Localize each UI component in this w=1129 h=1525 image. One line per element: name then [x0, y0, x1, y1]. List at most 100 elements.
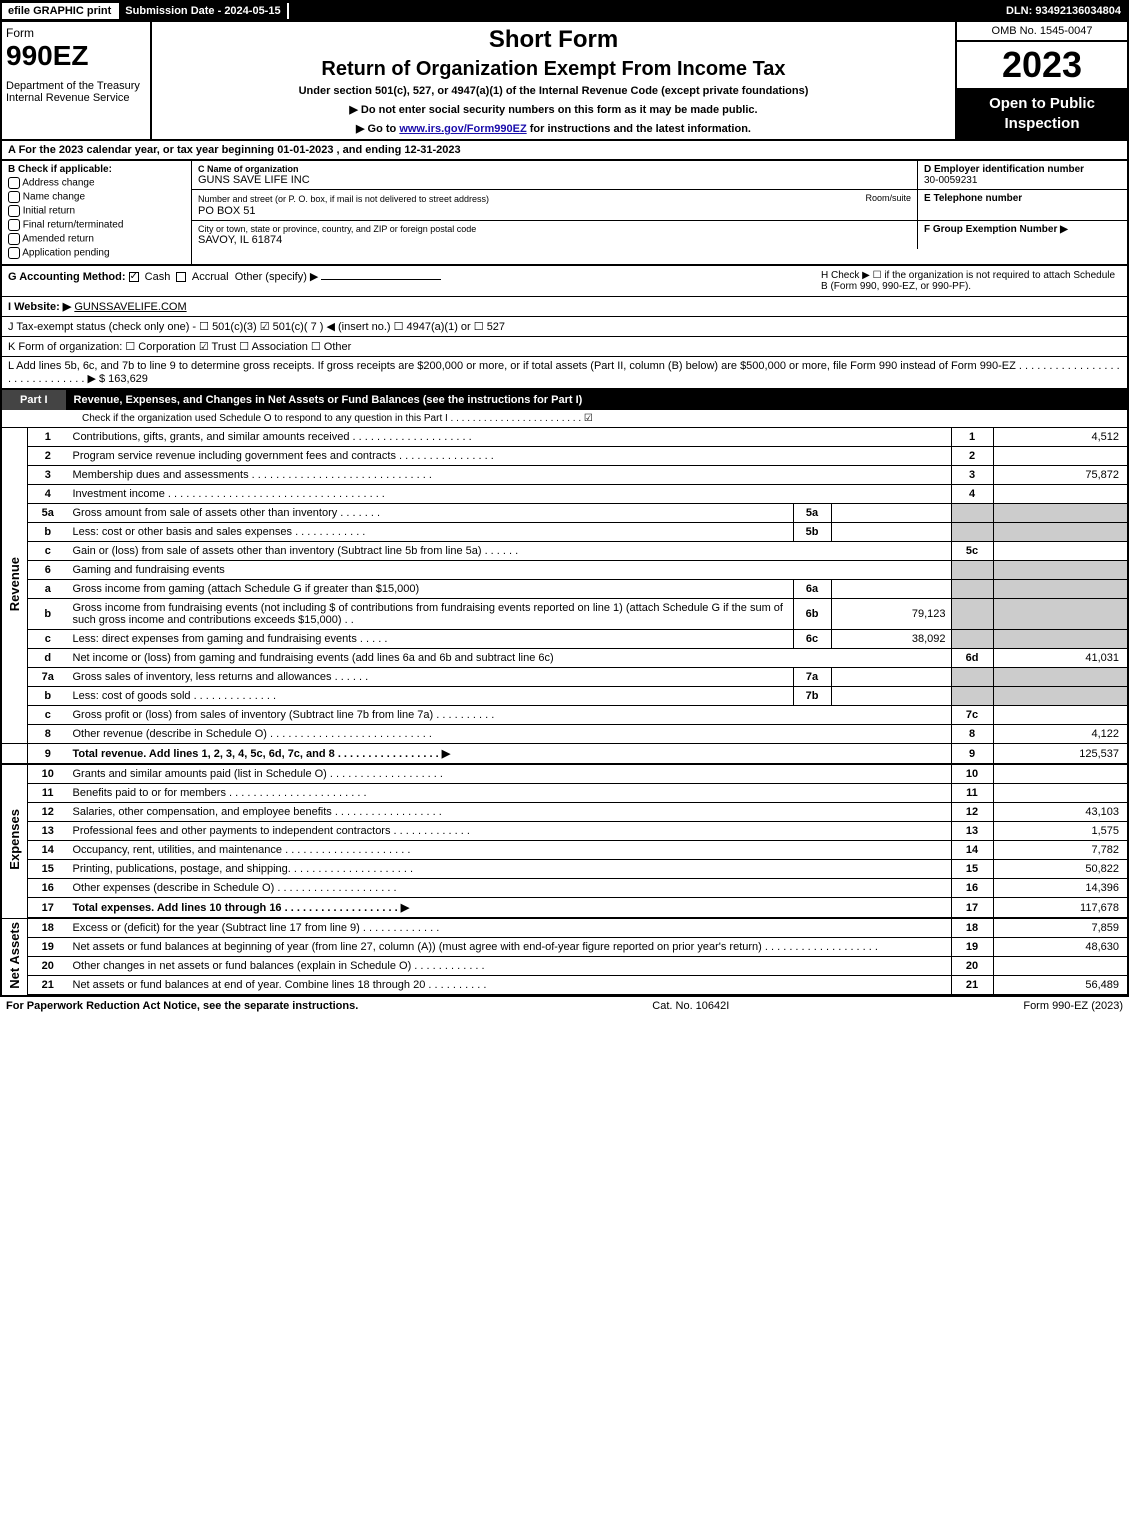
- num-5b-gray: [951, 523, 993, 542]
- desc-5b: Less: cost or other basis and sales expe…: [68, 523, 794, 542]
- website-value: GUNSSAVELIFE.COM: [74, 301, 186, 313]
- val-13: 1,575: [993, 822, 1128, 841]
- desc-7a: Gross sales of inventory, less returns a…: [68, 668, 794, 687]
- num-6-gray: [951, 561, 993, 580]
- ln-20: 20: [28, 957, 68, 976]
- desc-7c: Gross profit or (loss) from sales of inv…: [68, 706, 952, 725]
- ln-3: 3: [28, 466, 68, 485]
- opt-address-change: Address change: [22, 178, 94, 189]
- val-17: 117,678: [993, 898, 1128, 919]
- opt-initial-return: Initial return: [23, 206, 75, 217]
- row-6b: bGross income from fundraising events (n…: [1, 599, 1128, 630]
- num-1: 1: [951, 428, 993, 447]
- num-7b-gray: [951, 687, 993, 706]
- val-11: [993, 784, 1128, 803]
- check-application-pending[interactable]: Application pending: [8, 247, 185, 259]
- desc-6: Gaming and fundraising events: [68, 561, 952, 580]
- part-1-badge: Part I: [2, 390, 66, 410]
- row-8: 8Other revenue (describe in Schedule O) …: [1, 725, 1128, 744]
- row-9: 9Total revenue. Add lines 1, 2, 3, 4, 5c…: [1, 744, 1128, 765]
- section-c-city: City or town, state or province, country…: [192, 221, 917, 249]
- ein-value: 30-0059231: [924, 175, 1121, 186]
- opt-final-return: Final return/terminated: [23, 220, 124, 231]
- row-5a: 5aGross amount from sale of assets other…: [1, 504, 1128, 523]
- form-number: 990EZ: [6, 40, 146, 72]
- row-15: 15Printing, publications, postage, and s…: [1, 860, 1128, 879]
- ln-4: 4: [28, 485, 68, 504]
- ln-7c: c: [28, 706, 68, 725]
- row-18: Net Assets 18Excess or (deficit) for the…: [1, 918, 1128, 938]
- ln-6b: b: [28, 599, 68, 630]
- line-l-amount: 163,629: [108, 373, 148, 385]
- subval-5b: [831, 523, 951, 542]
- row-13: 13Professional fees and other payments t…: [1, 822, 1128, 841]
- efile-print-button[interactable]: efile GRAPHIC print: [2, 3, 117, 19]
- desc-6b: Gross income from fundraising events (no…: [68, 599, 794, 630]
- omb-number: OMB No. 1545-0047: [957, 22, 1127, 42]
- val-16: 14,396: [993, 879, 1128, 898]
- opt-other: Other (specify) ▶: [235, 271, 319, 283]
- row-6a: aGross income from gaming (attach Schedu…: [1, 580, 1128, 599]
- desc-5c: Gain or (loss) from sale of assets other…: [68, 542, 952, 561]
- ln-15: 15: [28, 860, 68, 879]
- check-accrual[interactable]: [176, 272, 186, 282]
- desc-20: Other changes in net assets or fund bala…: [68, 957, 952, 976]
- val-6a-gray: [993, 580, 1128, 599]
- num-7c: 7c: [951, 706, 993, 725]
- subln-6a: 6a: [793, 580, 831, 599]
- desc-18: Excess or (deficit) for the year (Subtra…: [68, 918, 952, 938]
- ln-9: 9: [28, 744, 68, 765]
- expenses-rotated-label: Expenses: [1, 764, 28, 918]
- desc-19: Net assets or fund balances at beginning…: [68, 938, 952, 957]
- open-to-public: Open to Public Inspection: [957, 88, 1127, 139]
- subval-6c: 38,092: [831, 630, 951, 649]
- irs-link[interactable]: www.irs.gov/Form990EZ: [399, 123, 526, 135]
- part-1-sub: Check if the organization used Schedule …: [0, 410, 1129, 428]
- i-label: I Website: ▶: [8, 301, 71, 313]
- revenue-rotated-label: Revenue: [1, 428, 28, 744]
- row-14: 14Occupancy, rent, utilities, and mainte…: [1, 841, 1128, 860]
- phone-label: E Telephone number: [924, 193, 1121, 204]
- subval-6a: [831, 580, 951, 599]
- desc-8: Other revenue (describe in Schedule O) .…: [68, 725, 952, 744]
- row-6: 6Gaming and fundraising events: [1, 561, 1128, 580]
- subval-7b: [831, 687, 951, 706]
- row-19: 19Net assets or fund balances at beginni…: [1, 938, 1128, 957]
- row-10: Expenses 10Grants and similar amounts pa…: [1, 764, 1128, 784]
- desc-15: Printing, publications, postage, and shi…: [68, 860, 952, 879]
- row-11: 11Benefits paid to or for members . . . …: [1, 784, 1128, 803]
- check-amended-return[interactable]: Amended return: [8, 233, 185, 245]
- val-9: 125,537: [993, 744, 1128, 765]
- room-label: Room/suite: [865, 193, 911, 203]
- check-final-return[interactable]: Final return/terminated: [8, 219, 185, 231]
- num-21: 21: [951, 976, 993, 996]
- org-name: GUNS SAVE LIFE INC: [198, 174, 911, 186]
- check-cash[interactable]: [129, 272, 139, 282]
- ln-18: 18: [28, 918, 68, 938]
- line-j: J Tax-exempt status (check only one) - ☐…: [0, 317, 1129, 337]
- val-14: 7,782: [993, 841, 1128, 860]
- desc-3: Membership dues and assessments . . . . …: [68, 466, 952, 485]
- title-return: Return of Organization Exempt From Incom…: [162, 58, 945, 81]
- num-8: 8: [951, 725, 993, 744]
- group-exemption-label: F Group Exemption Number ▶: [924, 224, 1121, 235]
- val-6d: 41,031: [993, 649, 1128, 668]
- check-initial-return[interactable]: Initial return: [8, 205, 185, 217]
- desc-7b: Less: cost of goods sold . . . . . . . .…: [68, 687, 794, 706]
- ln-6: 6: [28, 561, 68, 580]
- val-15: 50,822: [993, 860, 1128, 879]
- row-6d: dNet income or (loss) from gaming and fu…: [1, 649, 1128, 668]
- city-value: SAVOY, IL 61874: [198, 234, 911, 246]
- row-7c: cGross profit or (loss) from sales of in…: [1, 706, 1128, 725]
- footer-center: Cat. No. 10642I: [358, 1000, 1023, 1012]
- other-specify-input[interactable]: [321, 279, 441, 280]
- subval-7a: [831, 668, 951, 687]
- num-6c-gray: [951, 630, 993, 649]
- check-name-change[interactable]: Name change: [8, 191, 185, 203]
- row-17: 17Total expenses. Add lines 10 through 1…: [1, 898, 1128, 919]
- row-7a: 7aGross sales of inventory, less returns…: [1, 668, 1128, 687]
- check-address-change[interactable]: Address change: [8, 177, 185, 189]
- num-15: 15: [951, 860, 993, 879]
- row-5c: cGain or (loss) from sale of assets othe…: [1, 542, 1128, 561]
- ln-6c: c: [28, 630, 68, 649]
